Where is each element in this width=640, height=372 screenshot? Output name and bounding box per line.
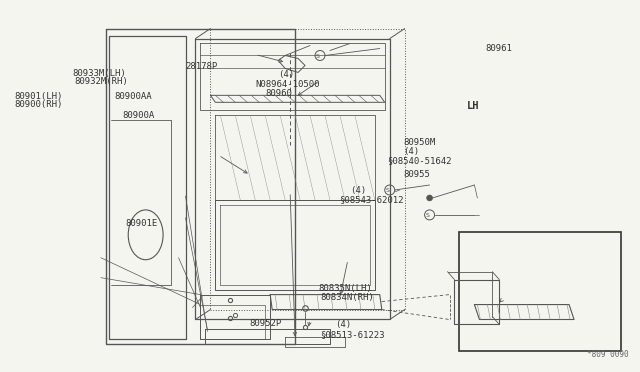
Circle shape <box>427 195 433 201</box>
Text: 80900(RH): 80900(RH) <box>14 100 62 109</box>
Text: (4): (4) <box>335 320 351 329</box>
Text: 28178P: 28178P <box>185 62 217 71</box>
Text: (4): (4) <box>351 186 367 195</box>
Text: *809 0090: *809 0090 <box>588 350 629 359</box>
Text: §08543-62012: §08543-62012 <box>339 196 404 205</box>
Text: S: S <box>386 189 390 193</box>
Text: 80900A: 80900A <box>122 111 155 120</box>
Text: 80961: 80961 <box>486 44 513 53</box>
Text: 80960: 80960 <box>266 89 292 98</box>
Text: 80901(LH): 80901(LH) <box>14 92 62 101</box>
Text: 80901E: 80901E <box>125 219 158 228</box>
Text: 80950M: 80950M <box>403 138 435 147</box>
Text: 80955: 80955 <box>403 170 430 179</box>
Text: §08540-51642: §08540-51642 <box>387 156 451 165</box>
Text: §08513-61223: §08513-61223 <box>320 330 385 339</box>
Text: 80835N(LH): 80835N(LH) <box>318 284 372 293</box>
Text: (4): (4) <box>278 70 294 79</box>
Text: 80900AA: 80900AA <box>115 92 152 101</box>
Text: 80933M(LH): 80933M(LH) <box>72 69 126 78</box>
Text: 80952P: 80952P <box>250 319 282 328</box>
Text: (4): (4) <box>403 147 419 156</box>
Text: N08964-10500: N08964-10500 <box>255 80 319 89</box>
Text: S: S <box>316 54 320 59</box>
Text: S: S <box>426 214 429 218</box>
Text: 80932M(RH): 80932M(RH) <box>74 77 128 86</box>
Bar <box>460 232 621 352</box>
Text: LH: LH <box>467 101 479 111</box>
Text: 80834N(RH): 80834N(RH) <box>320 294 374 302</box>
